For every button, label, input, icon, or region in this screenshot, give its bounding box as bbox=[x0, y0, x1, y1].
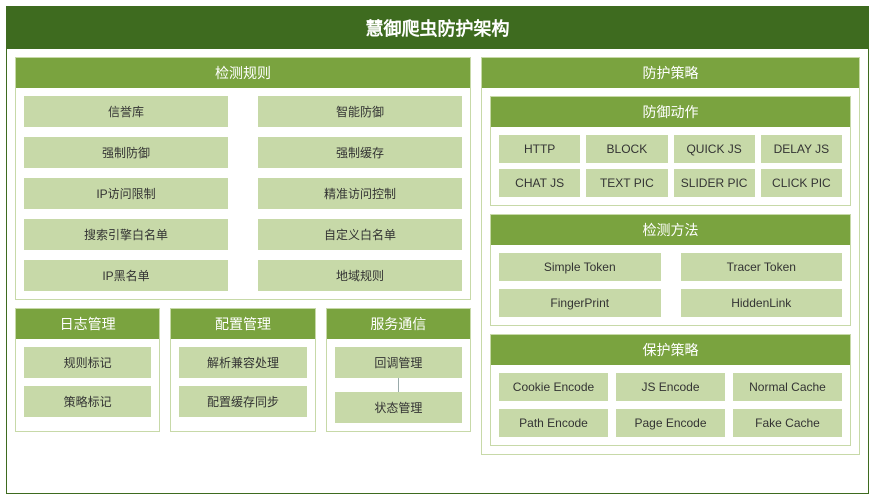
right-column: 防护策略 防御动作 HTTP BLOCK QUICK JS DELAY JS C… bbox=[481, 57, 860, 455]
protect-item: Page Encode bbox=[616, 409, 725, 437]
rule-item: 信誉库 bbox=[24, 96, 228, 127]
main-title: 慧御爬虫防护架构 bbox=[7, 7, 868, 49]
protect-item: Path Encode bbox=[499, 409, 608, 437]
service-item: 状态管理 bbox=[335, 392, 462, 423]
protect-item: Cookie Encode bbox=[499, 373, 608, 401]
rule-item: 搜索引擎白名单 bbox=[24, 219, 228, 250]
diagram-frame: 慧御爬虫防护架构 检测规则 信誉库 智能防御 强制防御 强制缓存 IP访问限制 … bbox=[6, 6, 869, 494]
log-mgmt-body: 规则标记 策略标记 bbox=[16, 339, 159, 425]
defense-actions-body: HTTP BLOCK QUICK JS DELAY JS CHAT JS TEX… bbox=[491, 127, 850, 205]
config-mgmt-body: 解析兼容处理 配置缓存同步 bbox=[171, 339, 314, 425]
content-area: 检测规则 信誉库 智能防御 强制防御 强制缓存 IP访问限制 精准访问控制 搜索… bbox=[7, 49, 868, 463]
method-item: Tracer Token bbox=[681, 253, 843, 281]
left-column: 检测规则 信誉库 智能防御 强制防御 强制缓存 IP访问限制 精准访问控制 搜索… bbox=[15, 57, 471, 455]
config-mgmt-panel: 配置管理 解析兼容处理 配置缓存同步 bbox=[170, 308, 315, 432]
defense-strategy-header: 防护策略 bbox=[482, 58, 859, 88]
protect-item: Normal Cache bbox=[733, 373, 842, 401]
rule-item: IP黑名单 bbox=[24, 260, 228, 291]
config-item: 配置缓存同步 bbox=[179, 386, 306, 417]
service-comm-header: 服务通信 bbox=[327, 309, 470, 339]
log-item: 规则标记 bbox=[24, 347, 151, 378]
service-item: 回调管理 bbox=[335, 347, 462, 378]
rule-item: 精准访问控制 bbox=[258, 178, 462, 209]
log-item: 策略标记 bbox=[24, 386, 151, 417]
detection-rules-panel: 检测规则 信誉库 智能防御 强制防御 强制缓存 IP访问限制 精准访问控制 搜索… bbox=[15, 57, 471, 300]
action-item: CLICK PIC bbox=[761, 169, 842, 197]
action-item: SLIDER PIC bbox=[674, 169, 755, 197]
detection-rules-body: 信誉库 智能防御 强制防御 强制缓存 IP访问限制 精准访问控制 搜索引擎白名单… bbox=[16, 88, 470, 299]
defense-strategy-panel: 防护策略 防御动作 HTTP BLOCK QUICK JS DELAY JS C… bbox=[481, 57, 860, 455]
defense-actions-panel: 防御动作 HTTP BLOCK QUICK JS DELAY JS CHAT J… bbox=[490, 96, 851, 206]
protect-strategy-header: 保护策略 bbox=[491, 335, 850, 365]
connector-line bbox=[335, 378, 462, 392]
detection-methods-panel: 检测方法 Simple Token Tracer Token FingerPri… bbox=[490, 214, 851, 326]
detection-methods-body: Simple Token Tracer Token FingerPrint Hi… bbox=[491, 245, 850, 325]
action-item: DELAY JS bbox=[761, 135, 842, 163]
detection-methods-header: 检测方法 bbox=[491, 215, 850, 245]
log-mgmt-panel: 日志管理 规则标记 策略标记 bbox=[15, 308, 160, 432]
action-item: CHAT JS bbox=[499, 169, 580, 197]
config-item: 解析兼容处理 bbox=[179, 347, 306, 378]
action-item: TEXT PIC bbox=[586, 169, 667, 197]
bottom-row: 日志管理 规则标记 策略标记 配置管理 解析兼容处理 配置缓存同步 服务通信 bbox=[15, 308, 471, 432]
service-comm-body: 回调管理 状态管理 bbox=[327, 339, 470, 431]
method-item: HiddenLink bbox=[681, 289, 843, 317]
rule-item: 强制缓存 bbox=[258, 137, 462, 168]
rule-item: 自定义白名单 bbox=[258, 219, 462, 250]
rule-item: IP访问限制 bbox=[24, 178, 228, 209]
config-mgmt-header: 配置管理 bbox=[171, 309, 314, 339]
method-item: Simple Token bbox=[499, 253, 661, 281]
action-item: BLOCK bbox=[586, 135, 667, 163]
rule-item: 智能防御 bbox=[258, 96, 462, 127]
protect-item: JS Encode bbox=[616, 373, 725, 401]
protect-strategy-body: Cookie Encode JS Encode Normal Cache Pat… bbox=[491, 365, 850, 445]
log-mgmt-header: 日志管理 bbox=[16, 309, 159, 339]
defense-strategy-body: 防御动作 HTTP BLOCK QUICK JS DELAY JS CHAT J… bbox=[482, 88, 859, 454]
protect-strategy-panel: 保护策略 Cookie Encode JS Encode Normal Cach… bbox=[490, 334, 851, 446]
detection-rules-header: 检测规则 bbox=[16, 58, 470, 88]
protect-item: Fake Cache bbox=[733, 409, 842, 437]
action-item: HTTP bbox=[499, 135, 580, 163]
defense-actions-header: 防御动作 bbox=[491, 97, 850, 127]
method-item: FingerPrint bbox=[499, 289, 661, 317]
rule-item: 地域规则 bbox=[258, 260, 462, 291]
rule-item: 强制防御 bbox=[24, 137, 228, 168]
service-comm-panel: 服务通信 回调管理 状态管理 bbox=[326, 308, 471, 432]
action-item: QUICK JS bbox=[674, 135, 755, 163]
